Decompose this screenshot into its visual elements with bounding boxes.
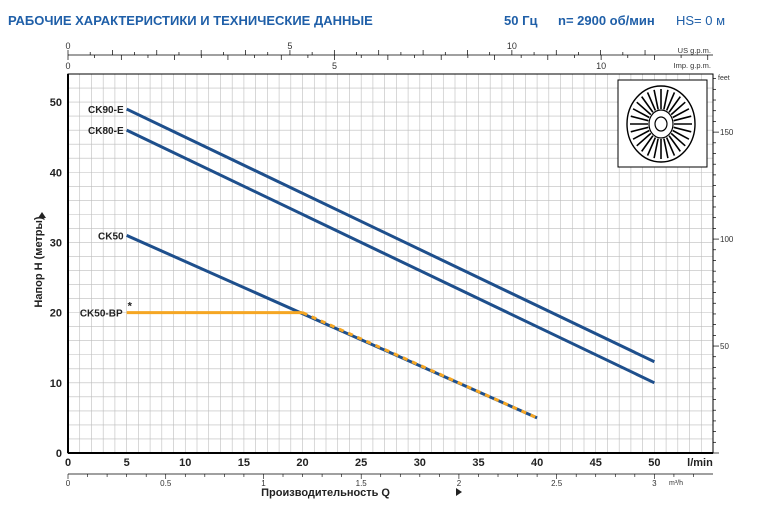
- us-gpm-unit-label: US g.p.m.: [678, 46, 711, 55]
- m3h-tick-label: 0.5: [160, 479, 172, 488]
- m3h-tick-label: 2: [457, 479, 462, 488]
- impeller-vane: [641, 96, 654, 113]
- x-tick-label: 15: [238, 457, 250, 469]
- x-tick-label: 10: [179, 457, 191, 469]
- feet-tick-label: 150: [720, 128, 734, 137]
- chart-labels: Производительность Q Напор H (метры) CK90-…: [33, 105, 462, 499]
- imp-gpm-tick-label: 5: [332, 61, 337, 71]
- x-tick-label: 20: [296, 457, 308, 469]
- m3h-unit-label: m³/h: [669, 480, 683, 487]
- curve-ck90-e: [125, 107, 656, 364]
- impeller-vane: [673, 126, 692, 133]
- impeller-vane: [641, 135, 654, 152]
- impeller-vane: [630, 126, 649, 133]
- impeller-vane: [653, 138, 659, 159]
- impeller-icon: [617, 79, 708, 168]
- m3h-tick-label: 2.5: [551, 479, 563, 488]
- impeller-vane: [663, 89, 669, 110]
- x-axis-title: Производительность Q: [261, 487, 390, 499]
- impeller-vane: [636, 101, 652, 116]
- x-tick-label: 0: [65, 457, 71, 469]
- series-marker: *: [128, 301, 133, 313]
- curve-ck50-bp-dashed: [301, 311, 538, 420]
- m3h-tick-label: 3: [652, 479, 657, 488]
- imp-gpm-unit-label: Imp. g.p.m.: [673, 61, 711, 70]
- y-tick-label: 30: [50, 237, 62, 249]
- x-tick-label: 25: [355, 457, 367, 469]
- imp-gpm-tick-label: 0: [65, 61, 70, 71]
- x-tick-label: 35: [472, 457, 484, 469]
- feet-unit-label: feet: [718, 75, 730, 82]
- x-unit-label: l/min: [687, 457, 713, 469]
- y-tick-label: 40: [50, 167, 62, 179]
- x-tick-label: 30: [414, 457, 426, 469]
- impeller-bore: [654, 116, 668, 132]
- series-label: CK50: [98, 231, 124, 242]
- series-label: CK50-BP: [80, 309, 123, 320]
- x-tick-label: 5: [124, 457, 130, 469]
- impeller-vane: [668, 135, 681, 152]
- feet-tick-label: 100: [720, 235, 734, 244]
- x-axis-arrow: [456, 488, 462, 496]
- impeller-vane: [630, 115, 649, 122]
- series-label: CK80-E: [88, 126, 124, 137]
- m3h-tick-label: 1.5: [356, 479, 368, 488]
- plot-frame: [67, 73, 714, 454]
- chart-axes: [67, 54, 714, 475]
- impeller-vane: [632, 108, 650, 119]
- imp-gpm-tick-label: 10: [596, 61, 606, 71]
- y-tick-label: 20: [50, 308, 62, 320]
- y-tick-label: 10: [50, 378, 62, 390]
- y-axis-arrow: [38, 212, 46, 218]
- x-tick-label: 40: [531, 457, 543, 469]
- impeller-vane: [632, 129, 650, 140]
- impeller-vane: [668, 96, 681, 113]
- frequency-label: 50 Гц: [504, 13, 538, 28]
- suction-height-label: HS= 0 м: [676, 13, 726, 28]
- curve-ck80-e: [125, 128, 656, 385]
- us-gpm-tick-label: 0: [65, 41, 70, 51]
- chart-curves: [125, 107, 656, 420]
- impeller-vane: [653, 89, 659, 110]
- x-tick-label: 50: [648, 457, 660, 469]
- impeller-vane: [665, 137, 676, 156]
- impeller-vane: [672, 108, 690, 119]
- impeller-vane: [672, 129, 690, 140]
- speed-label: n= 2900 об/мин: [558, 13, 655, 28]
- impeller-vane: [670, 132, 686, 147]
- impeller-vane: [670, 101, 686, 116]
- y-tick-label: 0: [56, 448, 62, 460]
- impeller-vane: [665, 92, 676, 111]
- impeller-vane: [646, 92, 657, 111]
- chart-grid: [67, 73, 714, 454]
- impeller-vane: [673, 115, 692, 122]
- us-gpm-tick-label: 10: [507, 41, 517, 51]
- m3h-tick-label: 1: [261, 479, 266, 488]
- feet-tick-label: 50: [720, 342, 729, 351]
- page-title: РАБОЧИЕ ХАРАКТЕРИСТИКИ И ТЕХНИЧЕСКИЕ ДАН…: [8, 13, 373, 28]
- series-label: CK90-E: [88, 105, 124, 116]
- impeller-vane: [636, 132, 652, 147]
- us-gpm-tick-label: 5: [287, 41, 292, 51]
- impeller-vane: [646, 137, 657, 156]
- impeller-vane: [663, 138, 669, 159]
- y-axis-title: Напор H (метры): [33, 216, 45, 307]
- y-tick-label: 50: [50, 97, 62, 109]
- m3h-tick-label: 0: [66, 479, 71, 488]
- x-tick-label: 45: [590, 457, 602, 469]
